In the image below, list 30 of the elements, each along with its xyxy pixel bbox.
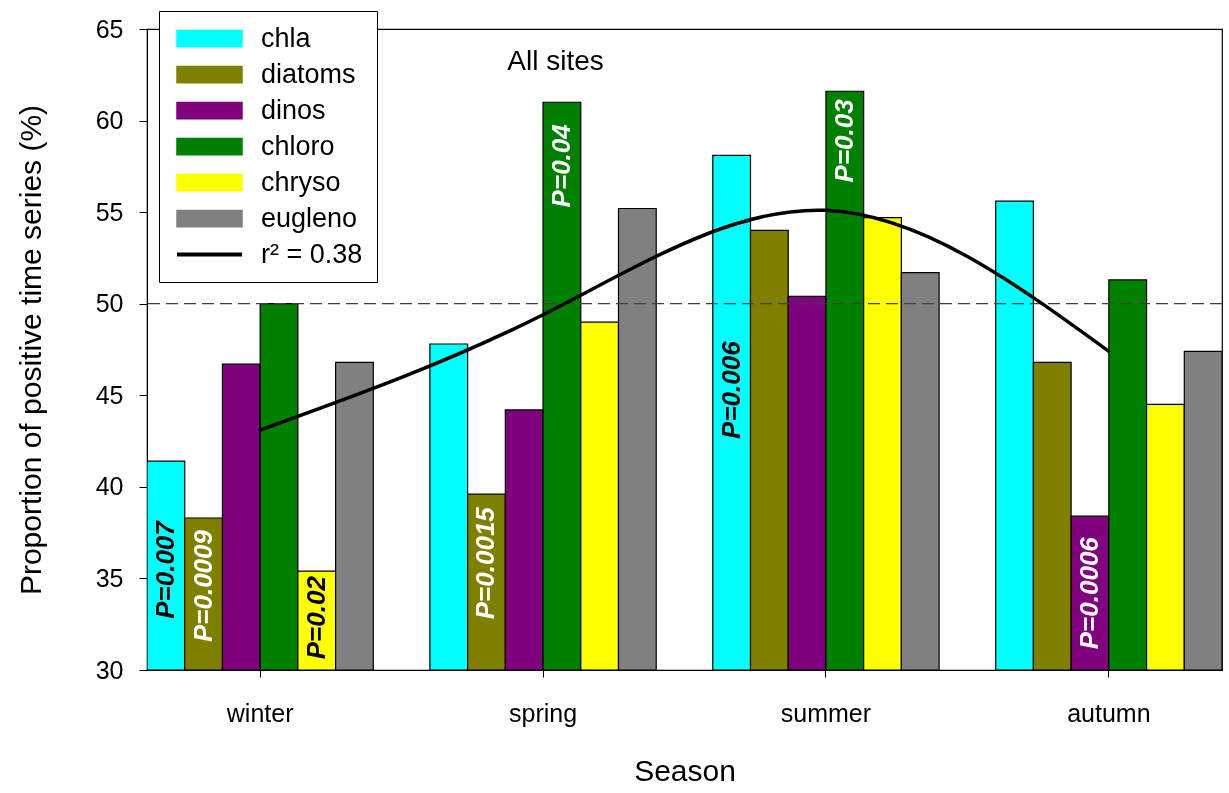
annotation: P=0.007 <box>149 519 180 619</box>
annotation: P=0.03 <box>828 98 859 183</box>
y-tick-label: 55 <box>95 197 124 226</box>
annotation: P=0.0006 <box>1073 536 1104 650</box>
legend-label: chloro <box>261 130 335 161</box>
legend-label: dinos <box>261 94 326 125</box>
y-tick-label: 60 <box>95 106 124 135</box>
x-tick-label: spring <box>509 698 578 727</box>
x-tick-label: autumn <box>1067 698 1151 727</box>
y-axis-title: Proportion of positive time series (%) <box>13 104 47 596</box>
y-tick-label: 30 <box>95 655 124 684</box>
legend-label: diatoms <box>261 58 356 89</box>
x-tick-label: summer <box>780 698 872 727</box>
x-axis-title: Season <box>634 753 736 787</box>
text: All sites <box>507 45 604 76</box>
annotation: P=0.0009 <box>187 529 218 643</box>
annotation: P=0.02 <box>300 575 331 660</box>
y-tick-label: 65 <box>95 14 124 43</box>
annotation: P=0.0015 <box>470 506 501 620</box>
y-tick-label: 50 <box>95 289 124 318</box>
annotation: P=0.006 <box>715 340 746 439</box>
y-tick-label: 45 <box>95 380 124 409</box>
legend-label: chla <box>261 22 312 53</box>
legend-label: eugleno <box>261 202 358 233</box>
annotation: P=0.04 <box>545 123 576 208</box>
legend-label: r² = 0.38 <box>261 238 363 269</box>
y-tick-label: 35 <box>95 563 124 592</box>
legend-label: chryso <box>261 166 341 197</box>
x-tick-label: winter <box>225 698 294 727</box>
y-tick-label: 40 <box>95 472 124 501</box>
